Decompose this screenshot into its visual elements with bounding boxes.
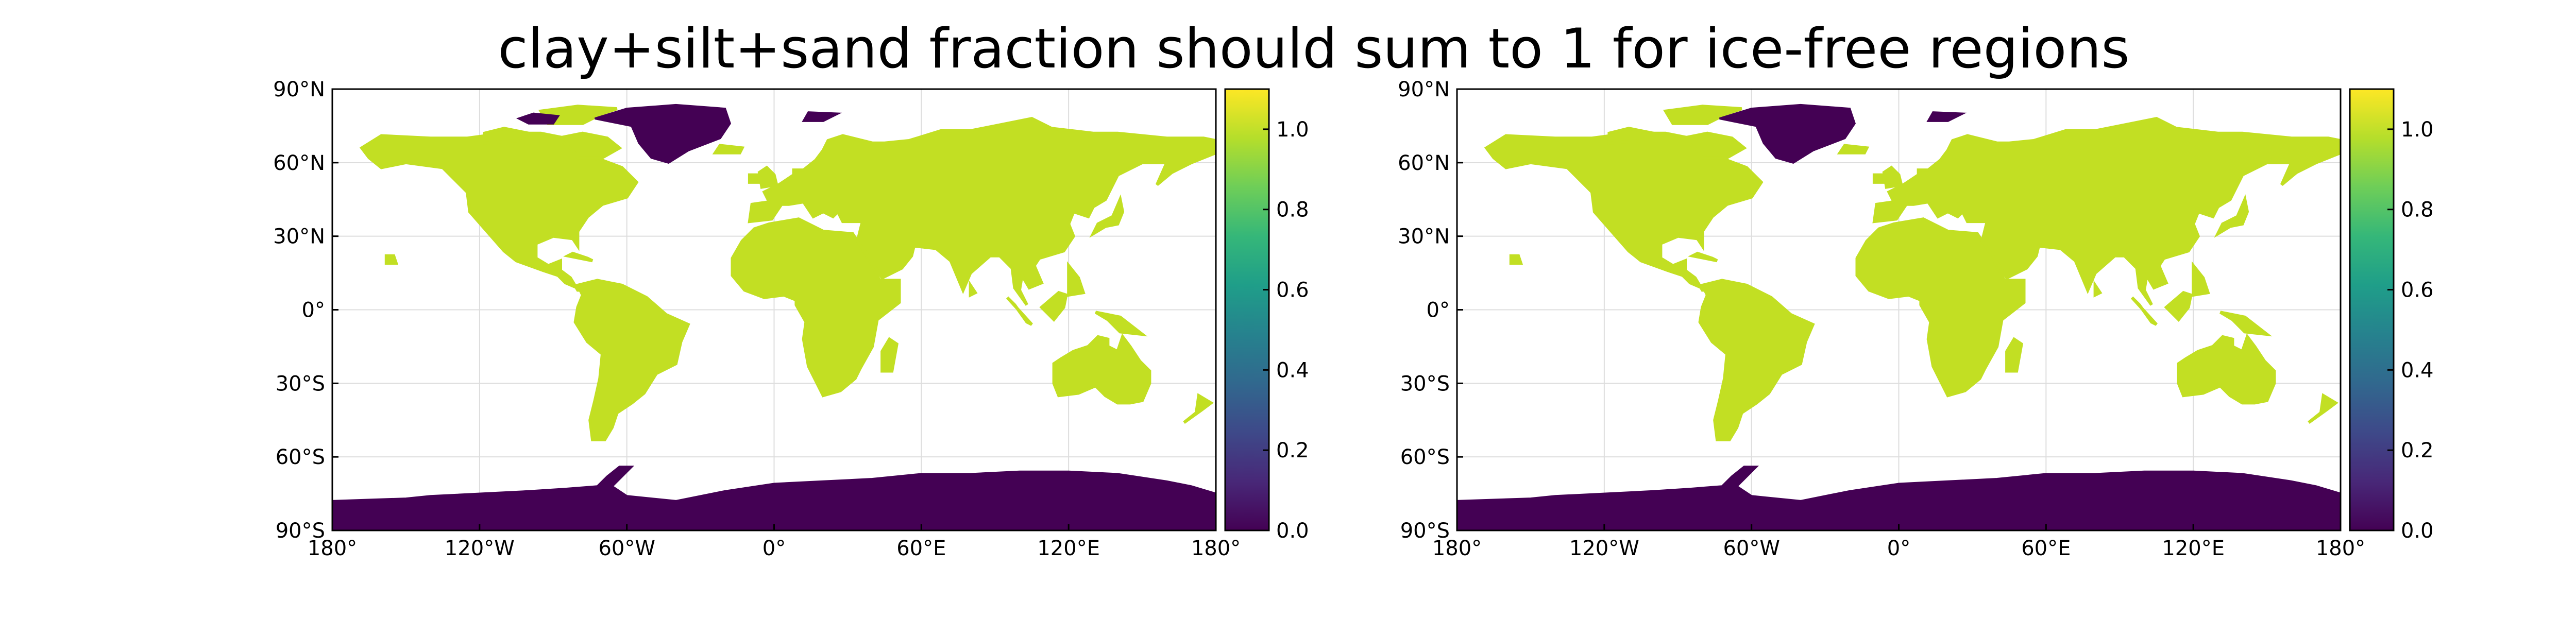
lon-tick-label: 0° [762,537,786,560]
land-philippines [1067,261,1086,297]
land-borneo [1039,290,1068,322]
lon-tick-label: 120°W [1569,537,1639,560]
land-hawaii [1509,254,1523,265]
land-cells [332,104,1216,530]
ice-antarctica [1457,466,2341,530]
land-japan [2214,194,2249,238]
colorbar-tick-label: 0.4 [2401,358,2434,382]
land-victoria [1607,127,1658,145]
land-ireland [1872,173,1886,184]
lat-tick-label: 30°N [273,225,325,249]
lat-tick-label: 30°S [276,372,325,396]
land-philippines [2192,261,2210,297]
land-sri-lanka [2093,280,2103,298]
lat-tick-label: 30°N [1398,225,1450,249]
colorbar-tick-label: 0.2 [1276,439,1309,462]
lat-tick-label: 90°S [1400,519,1450,543]
colorbar-tick-label: 1.0 [1276,118,1309,142]
lon-tick-label: 180° [1191,537,1241,560]
colorbar-tick-label: 0.6 [1276,279,1309,302]
land-sumatra [2130,296,2158,326]
lon-tick-label: 0° [1887,537,1910,560]
land-iceland [1837,144,1870,154]
land-cuba [1688,251,1718,263]
land-australia [2177,333,2276,405]
land-new-guinea [2219,311,2273,337]
colorbar-tick-label: 0.0 [1276,519,1309,543]
colorbar-tick-label: 0.6 [2401,279,2434,302]
land-ellesmere [1663,105,1742,125]
lat-tick-label: 30°S [1400,372,1450,396]
lon-tick-label: 120°E [2162,537,2225,560]
lat-tick-label: 90°S [276,519,325,543]
colorbar-tick-label: 0.8 [2401,198,2434,222]
lon-tick-label: 60°W [1723,537,1780,560]
lon-tick-label: 180° [2316,537,2365,560]
ice-arctic-islands [516,112,560,125]
colorbar-tick-label: 1.0 [2401,118,2434,142]
land-eurasia [1872,116,2341,306]
colorbar-tick-label: 0.8 [1276,198,1309,222]
lat-tick-label: 0° [1427,299,1450,322]
land-africa [1855,217,2026,398]
colorbar-tick-label: 0.4 [1276,358,1309,382]
lat-tick-label: 0° [302,299,325,322]
colorbar-tick-label: 0.2 [2401,439,2434,462]
land-australia [1052,333,1151,405]
lon-tick-label: 180° [1432,537,1482,560]
land-eurasia [748,116,1216,306]
land-ireland [748,173,761,184]
land-ellesmere [538,105,618,125]
colorbar-tick-label: 0.0 [2401,519,2434,543]
lon-tick-label: 120°W [445,537,515,560]
land-madagascar [2005,337,2024,373]
land-new-guinea [1095,311,1148,337]
land-south-america [573,279,690,441]
land-baffin [1679,131,1747,160]
ice-greenland [595,104,732,164]
lat-tick-label: 60°N [273,151,325,175]
colorbar-gradient [1224,88,1270,531]
lon-tick-label: 120°E [1037,537,1100,560]
lat-tick-label: 90°N [273,78,325,101]
land-borneo [2164,290,2193,322]
ice-svalbard [802,111,842,122]
land-sumatra [1006,296,1033,326]
ice-antarctica [332,466,1216,530]
lon-tick-label: 60°E [896,537,946,560]
land-new-zealand [2308,393,2338,424]
land-cuba [563,251,594,263]
ice-svalbard [1926,111,1967,122]
lat-tick-label: 90°N [1398,78,1450,101]
ice-greenland [1719,104,1856,164]
lat-tick-label: 60°S [1400,445,1450,469]
land-victoria [483,127,533,145]
land-africa [731,217,901,398]
lat-tick-label: 60°S [276,445,325,469]
land-sri-lanka [969,280,978,298]
land-baffin [554,131,622,160]
land-cells [1457,104,2341,530]
land-new-zealand [1183,393,1214,424]
lon-tick-label: 180° [308,537,357,560]
lon-tick-label: 60°W [598,537,655,560]
colorbar-gradient [2349,88,2395,531]
figure-title: clay+silt+sand fraction should sum to 1 … [498,17,2130,80]
lat-tick-label: 60°N [1398,151,1450,175]
colorbar: 0.0 0.2 0.4 0.6 0.8 1.0 [1224,88,1309,543]
land-iceland [712,144,745,154]
land-japan [1089,194,1125,238]
land-madagascar [880,337,899,373]
colorbar: 0.0 0.2 0.4 0.6 0.8 1.0 [2349,88,2434,543]
land-hawaii [384,254,399,265]
lon-tick-label: 60°E [2021,537,2071,560]
land-south-america [1698,279,1815,441]
